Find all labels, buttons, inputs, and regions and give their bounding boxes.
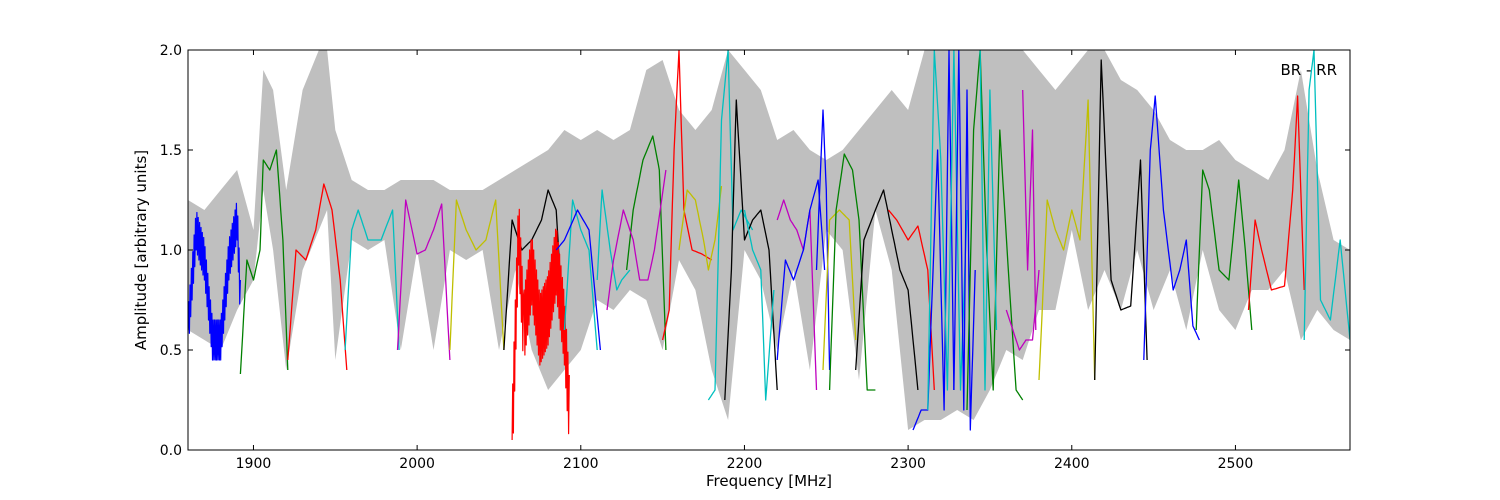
x-tick-label: 2200 — [727, 456, 763, 472]
y-tick-label: 2.0 — [160, 43, 182, 59]
series-line-19 — [776, 179, 826, 361]
series-line-6 — [503, 189, 566, 351]
series-line-9 — [555, 209, 602, 351]
x-tick-label: 2300 — [890, 456, 926, 472]
x-tick-label: 2000 — [399, 456, 435, 472]
series-line-4 — [396, 199, 451, 361]
series-line-29 — [979, 50, 998, 391]
series-line-7 — [511, 208, 570, 441]
x-tick-label: 1900 — [236, 456, 272, 472]
series-line-12 — [606, 169, 667, 311]
x-tick-label: 2400 — [1054, 456, 1090, 472]
series-line-30 — [1005, 269, 1040, 351]
envelope-band — [188, 50, 1350, 430]
series-line-36 — [1247, 95, 1305, 311]
y-tick-label: 0.0 — [160, 443, 182, 459]
series-line-8 — [563, 199, 598, 351]
series-line-23 — [855, 189, 919, 391]
chart-annotation: BR - RR — [1280, 61, 1337, 79]
series-line-25 — [912, 50, 955, 431]
series-line-3 — [344, 209, 400, 351]
y-tick-label: 0.5 — [160, 343, 182, 359]
series-line-34 — [1143, 95, 1200, 361]
series-line-37 — [1303, 50, 1350, 341]
series-line-32 — [1038, 99, 1096, 381]
series-line-20 — [815, 109, 831, 371]
x-tick-label: 2500 — [1218, 456, 1254, 472]
series-line-5 — [449, 199, 505, 351]
series-line-31 — [1022, 89, 1037, 331]
series-line-27 — [953, 50, 976, 431]
series-line-26 — [927, 50, 968, 411]
series-line-22 — [828, 153, 876, 391]
series-line-24 — [887, 209, 935, 391]
x-tick-label: 2100 — [563, 456, 599, 472]
series-line-33 — [1094, 59, 1148, 381]
axis-ticks: 1900 2000 2100 2200 2300 2400 2500 0.0 0.5 1.0 1.5… — [160, 43, 1350, 472]
series-line-2 — [287, 183, 348, 371]
series-line-21 — [822, 209, 857, 371]
series-line-17 — [743, 209, 775, 401]
y-tick-label: 1.5 — [160, 143, 182, 159]
plot-area — [188, 50, 1350, 441]
series-line-10 — [596, 189, 631, 291]
series-line-11 — [625, 135, 667, 351]
series-line-0 — [188, 202, 241, 361]
series-line-14 — [678, 185, 723, 271]
series-line-28 — [966, 50, 1024, 411]
x-axis-label: Frequency [MHz] — [706, 472, 832, 490]
series-line-35 — [1195, 169, 1253, 331]
series-line-13 — [661, 50, 713, 341]
y-axis-label: Amplitude [arbitrary units] — [132, 150, 150, 350]
series-line-1 — [239, 149, 289, 375]
y-tick-label: 1.0 — [160, 243, 182, 259]
series-line-15 — [707, 50, 754, 401]
